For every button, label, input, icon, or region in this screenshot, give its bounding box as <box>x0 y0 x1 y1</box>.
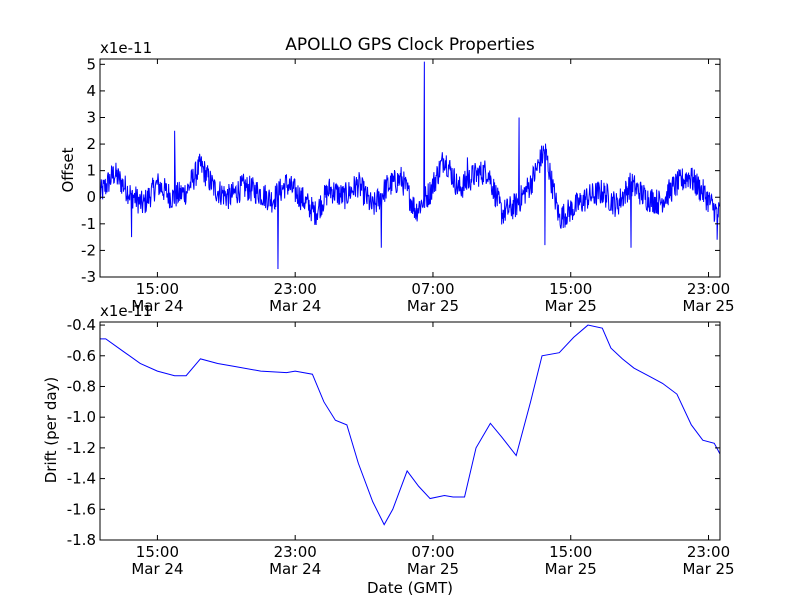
offset-x-tick-time: 15:00 <box>136 280 179 298</box>
drift-y-tick-label: -0.6 <box>67 347 96 365</box>
drift-x-tick-date: Mar 25 <box>407 560 459 578</box>
offset-series-line <box>99 61 721 270</box>
offset-y-tick-label: 3 <box>86 108 96 126</box>
drift-x-tick-date: Mar 24 <box>131 560 183 578</box>
offset-x-tick-time: 15:00 <box>549 280 592 298</box>
offset-x-tick-time: 23:00 <box>274 280 317 298</box>
offset-x-tick-date: Mar 25 <box>545 297 597 315</box>
drift-y-tick-label: -0.4 <box>67 316 96 334</box>
offset-y-tick-label: 4 <box>86 82 96 100</box>
drift-x-tick-time: 15:00 <box>549 543 592 561</box>
drift-y-multiplier: x1e-11 <box>100 302 152 320</box>
offset-x-tick-date: Mar 24 <box>131 297 183 315</box>
drift-y-tick-label: -1.8 <box>67 531 96 549</box>
drift-y-tick-label: -1.4 <box>67 470 96 488</box>
drift-x-tick-time: 07:00 <box>411 543 454 561</box>
drift-x-tick-time: 23:00 <box>687 543 730 561</box>
drift-x-tick-date: Mar 24 <box>269 560 321 578</box>
offset-axes-frame <box>99 58 721 278</box>
drift-y-tick-label: -0.8 <box>67 377 96 395</box>
drift-series-line <box>100 324 721 526</box>
offset-x-tick-date: Mar 24 <box>269 297 321 315</box>
chart-title: APOLLO GPS Clock Properties <box>285 35 535 55</box>
drift-plot-area: -1.8-1.6-1.4-1.2-1.0-0.8-0.6-0.415:00Mar… <box>67 316 735 578</box>
drift-panel: -1.8-1.6-1.4-1.2-1.0-0.8-0.6-0.415:00Mar… <box>42 302 735 597</box>
offset-y-tick-label: -1 <box>81 215 96 233</box>
offset-y-tick-label: 2 <box>86 135 96 153</box>
drift-y-tick-label: -1.0 <box>67 408 96 426</box>
offset-y-tick-label: -2 <box>81 241 96 259</box>
offset-x-tick-date: Mar 25 <box>407 297 459 315</box>
offset-x-tick-date: Mar 25 <box>682 297 734 315</box>
offset-y-multiplier: x1e-11 <box>100 39 152 57</box>
drift-x-tick-date: Mar 25 <box>682 560 734 578</box>
offset-x-tick-time: 07:00 <box>411 280 454 298</box>
drift-y-tick-label: -1.6 <box>67 500 96 518</box>
drift-y-tick-label: -1.2 <box>67 439 96 457</box>
offset-y-tick-label: 5 <box>86 55 96 73</box>
drift-x-tick-time: 23:00 <box>274 543 317 561</box>
offset-y-tick-label: 0 <box>86 188 96 206</box>
offset-y-tick-label: 1 <box>86 162 96 180</box>
drift-x-tick-time: 15:00 <box>136 543 179 561</box>
offset-y-axis-label: Offset <box>59 147 77 192</box>
drift-axes-frame <box>99 321 721 541</box>
drift-x-tick-date: Mar 25 <box>545 560 597 578</box>
offset-y-tick-label: -3 <box>81 268 96 286</box>
drift-y-axis-label: Drift (per day) <box>42 377 60 484</box>
offset-x-tick-time: 23:00 <box>687 280 730 298</box>
drift-x-axis-label: Date (GMT) <box>367 579 453 597</box>
